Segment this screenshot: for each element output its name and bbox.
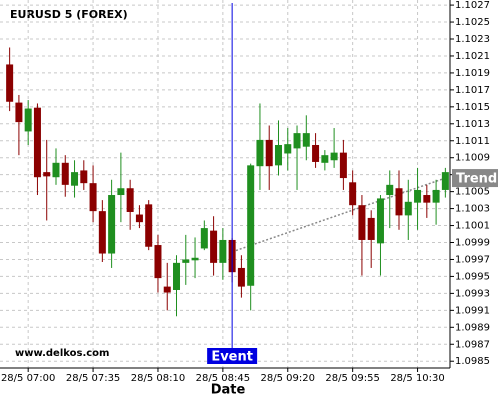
trend-line [231, 177, 446, 253]
candle-body [135, 214, 143, 223]
candle-body [163, 286, 171, 293]
candle-body [182, 259, 190, 263]
candle-body [302, 133, 310, 147]
event-label-box [207, 348, 258, 364]
y-tick-label: 1.0993 [455, 288, 490, 299]
candle-body [108, 195, 116, 254]
candle-body [367, 217, 375, 240]
y-tick-label: 1.0991 [455, 305, 490, 316]
candle-body [330, 152, 338, 161]
candle-body [432, 189, 440, 203]
x-tick-label: 28/5 09:55 [325, 373, 379, 384]
y-tick-label: 1.1011 [455, 136, 490, 147]
x-tick-label: 28/5 08:45 [196, 373, 250, 384]
x-tick-label: 28/5 09:20 [261, 373, 315, 384]
candle-body [395, 188, 403, 216]
candle-body [43, 172, 51, 177]
chart-title: EURUSD 5 (FOREX) [10, 8, 128, 21]
trend-label-box [452, 169, 498, 188]
candle-body [33, 107, 41, 178]
candle-body [80, 170, 88, 184]
candle-body [52, 162, 60, 178]
y-tick-label: 1.1019 [455, 68, 490, 79]
candle-body [404, 201, 412, 216]
candle-body [284, 144, 292, 154]
y-tick-label: 1.0995 [455, 271, 490, 282]
x-tick-label: 28/5 07:00 [1, 373, 55, 384]
candle-body [210, 230, 218, 263]
y-tick-label: 1.1027 [455, 0, 490, 11]
y-tick-label: 1.1017 [455, 85, 490, 96]
candle-body [265, 139, 273, 167]
candle-body [247, 165, 255, 286]
x-tick-label: 28/5 08:10 [131, 373, 185, 384]
candle-body [312, 144, 320, 162]
candle-body [376, 198, 384, 244]
candle-body [256, 139, 264, 167]
y-tick-label: 1.1003 [455, 204, 490, 215]
candle-body [24, 108, 32, 132]
y-tick-label: 1.1025 [455, 17, 490, 28]
y-tick-label: 1.1009 [455, 153, 490, 164]
candle-body [191, 257, 199, 261]
y-tick-label: 1.1015 [455, 102, 490, 113]
candle-body [117, 188, 125, 196]
y-tick-label: 1.1021 [455, 51, 490, 62]
y-tick-label: 1.0999 [455, 238, 490, 249]
candle-body [15, 102, 23, 123]
candle-body [358, 205, 366, 240]
candle-body [71, 172, 79, 186]
candle-body [349, 182, 357, 206]
event-label: Event [211, 350, 253, 365]
candle-body [154, 245, 162, 279]
y-tick-label: 1.0987 [455, 339, 490, 350]
candle-body [293, 133, 301, 149]
candle-body [126, 188, 134, 212]
candle-body [386, 184, 394, 196]
candle-body [145, 204, 153, 247]
candle-body [98, 211, 106, 254]
candle-body [423, 195, 431, 203]
y-tick-label: 1.1023 [455, 34, 490, 45]
candle-body [219, 239, 227, 263]
candle-body [441, 172, 449, 190]
x-tick-label: 28/5 10:30 [390, 373, 444, 384]
watermark: www.delkos.com [15, 348, 109, 359]
y-tick-label: 1.0989 [455, 322, 490, 333]
x-tick-label: 28/5 07:35 [66, 373, 120, 384]
candle-body [89, 183, 97, 212]
candle-body [61, 162, 69, 185]
candle-body [237, 267, 245, 287]
candle-body [321, 155, 329, 163]
y-tick-label: 1.0985 [455, 356, 490, 367]
x-axis-title: Date [211, 383, 246, 398]
y-tick-label: 1.1013 [455, 119, 490, 130]
candle-body [274, 144, 282, 166]
candle-body [173, 262, 181, 290]
y-tick-label: 1.1005 [455, 187, 490, 198]
candle-body [200, 228, 208, 249]
y-tick-label: 1.0997 [455, 254, 490, 265]
candle-body [414, 189, 422, 203]
candle-body [6, 64, 14, 102]
candle-body [339, 152, 347, 179]
trend-label: Trend [456, 172, 497, 187]
y-tick-label: 1.1001 [455, 221, 490, 232]
